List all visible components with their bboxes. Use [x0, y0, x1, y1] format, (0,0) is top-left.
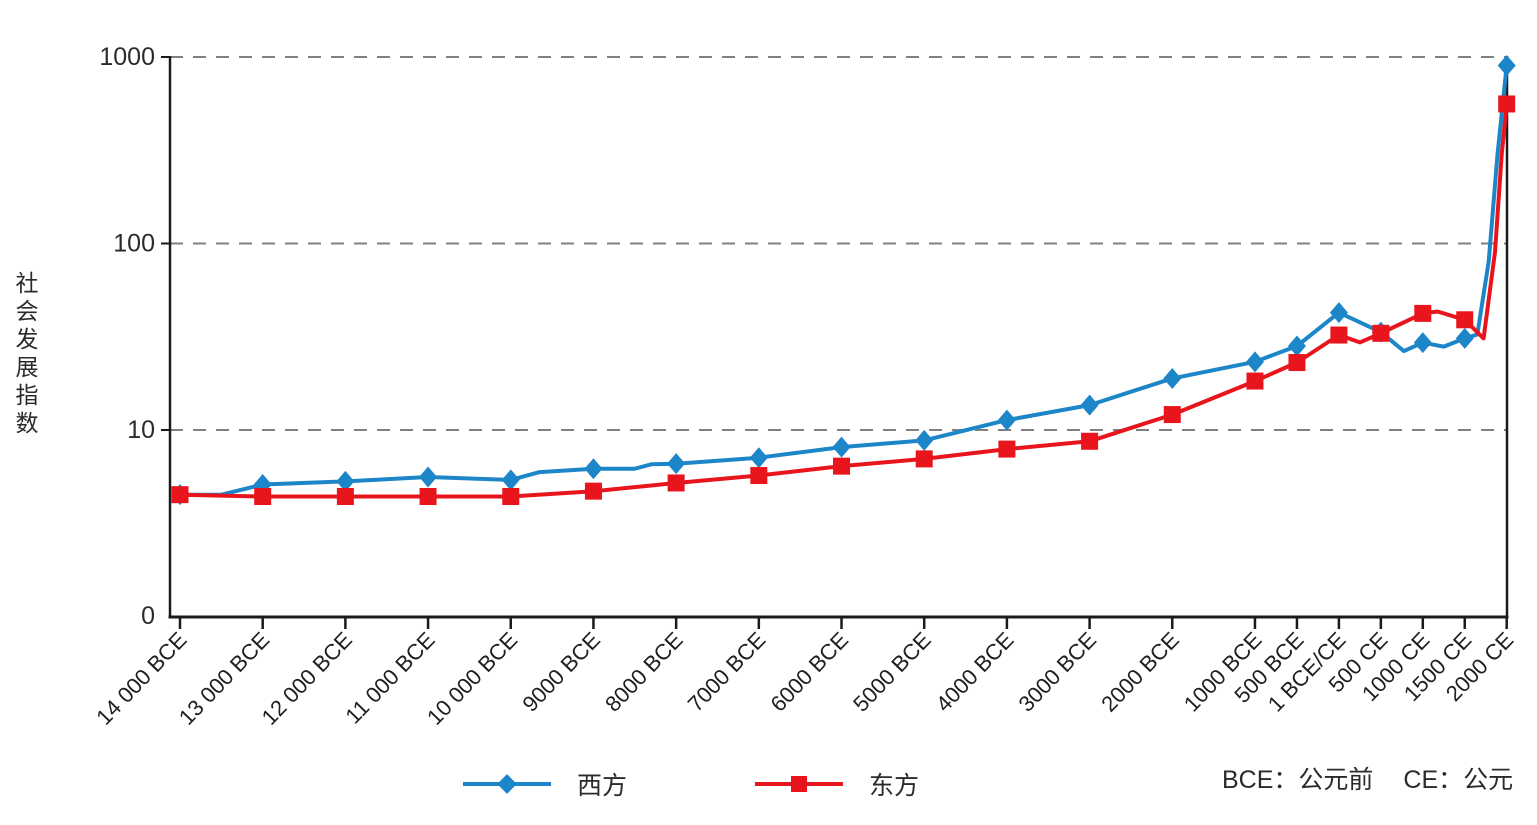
y-tick-label-100: 100: [113, 230, 155, 258]
west-data-point: [1413, 332, 1432, 354]
east-data-point: [1288, 354, 1306, 372]
west-data-point: [832, 436, 851, 458]
west-data-point: [1245, 351, 1264, 373]
y-tick-label-10: 10: [127, 416, 155, 444]
west-data-point: [336, 470, 355, 492]
x-tick-label: 5000 BCE: [848, 627, 936, 717]
west-data-point: [1080, 394, 1099, 416]
west-data-point: [584, 458, 603, 480]
east-series-line: [178, 102, 1509, 499]
footnote-bce: BCE：公元前: [1222, 766, 1374, 794]
west-data-point: [997, 409, 1016, 431]
east-legend-label: 东方: [869, 772, 920, 800]
west-data-point: [419, 466, 438, 488]
west-data-point: [1455, 327, 1474, 349]
x-tick-label: 9000 BCE: [517, 627, 605, 717]
legend-item-west: 西方: [463, 770, 627, 800]
x-tick-label: 2000 BCE: [1096, 627, 1184, 717]
x-tick-label: 3000 BCE: [1014, 627, 1102, 717]
east-square-icon: [791, 776, 807, 792]
east-data-point: [750, 467, 768, 485]
east-data-point: [1498, 95, 1516, 113]
east-data-point: [1081, 432, 1099, 450]
west-legend-label: 西方: [577, 772, 628, 800]
west-data-point: [915, 429, 934, 451]
east-data-point: [584, 482, 602, 500]
east-data-point: [254, 487, 272, 505]
footnote: BCE：公元前 CE：公元: [1222, 760, 1513, 796]
east-data-point: [1414, 304, 1432, 322]
y-axis-title: 社会发展指数: [12, 271, 38, 439]
east-data-point: [1246, 372, 1264, 390]
east-data-point: [833, 457, 851, 475]
x-tick-label: 7000 BCE: [683, 627, 771, 717]
east-data-point: [1372, 324, 1390, 342]
west-data-point: [667, 453, 686, 475]
west-data-point: [1287, 335, 1306, 357]
east-data-point: [171, 486, 189, 504]
east-data-point: [1456, 311, 1474, 329]
x-tick-label: 4000 BCE: [931, 627, 1019, 717]
east-data-point: [502, 487, 520, 505]
east-data-point: [336, 487, 354, 505]
west-legend-swatch: [463, 770, 551, 798]
y-tick-label-0: 0: [141, 602, 155, 630]
west-data-point: [749, 447, 768, 469]
west-data-point: [1329, 302, 1348, 324]
east-data-point: [1330, 326, 1348, 344]
west-data-point: [1497, 55, 1516, 77]
east-data-point: [419, 487, 437, 505]
east-data-point: [998, 440, 1016, 458]
y-tick-label-1000: 1000: [99, 43, 155, 71]
legend-item-east: 东方: [755, 770, 919, 800]
east-data-point: [915, 450, 933, 468]
x-tick-label: 8000 BCE: [600, 627, 688, 717]
footnote-ce: CE：公元: [1403, 766, 1514, 794]
west-diamond-icon: [497, 774, 517, 794]
x-tick-label: 6000 BCE: [765, 627, 853, 717]
west-data-point: [1163, 367, 1182, 389]
east-data-point: [1163, 406, 1181, 424]
east-data-point: [667, 474, 685, 492]
west-data-point: [501, 469, 520, 491]
east-legend-swatch: [755, 770, 843, 798]
